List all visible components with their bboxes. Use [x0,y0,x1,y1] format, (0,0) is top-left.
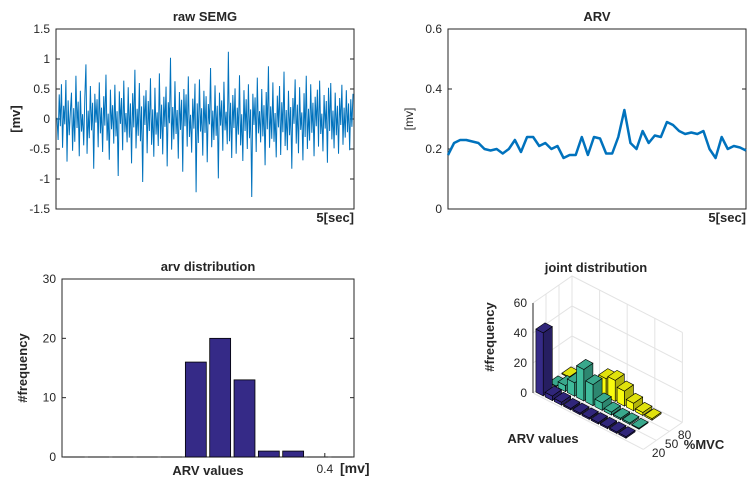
joint-mvc-tick-label: 80 [678,428,692,442]
arv-distribution-bar [209,337,232,458]
joint-bar-top [575,359,594,370]
joint-bar-top [625,392,644,404]
joint-mvc-tick-label: 50 [665,437,679,451]
joint-bar [631,417,649,430]
joint-bar-top [608,421,627,433]
arv-ytick-label: 0.4 [425,82,442,96]
arv-distribution-bar [184,361,207,458]
joint-bar [621,412,640,426]
joint-zlabel: #frequency [482,302,497,372]
joint-bar [599,416,618,430]
joint-bar-top [562,398,581,409]
joint-bar-top [616,380,635,392]
raw-semg-signal-line [56,51,354,198]
raw-semg-ytick-label: 1.5 [33,22,50,36]
joint-ztick-label: 40 [514,326,528,340]
joint-bar [572,402,590,416]
joint-bar-top [585,374,603,386]
arv-distribution-ylabel: #frequency [15,333,30,403]
joint-bar [616,380,635,407]
joint-bar-side [542,326,553,397]
arv-distribution-bar [257,450,280,458]
joint-title: joint distribution [544,260,648,275]
arv-distribution-title: arv distribution [161,259,256,274]
arv-distribution-ytick-label: 10 [43,391,57,405]
joint-bar [553,391,572,406]
arv-line [446,108,747,160]
joint-bar-top [553,391,572,403]
joint-bar [590,412,609,425]
joint-bar [603,401,622,416]
joint-floor-grid-line [643,421,683,450]
joint-bar [634,402,653,417]
arv-ytick-label: 0.2 [425,142,442,156]
arv-distribution-xtick-label: 0.4 [316,462,333,476]
joint-bar [562,398,581,411]
raw-semg-ytick-label: -0.5 [29,142,50,156]
raw-semg-xlabel: 5[sec] [316,210,354,225]
arv-distribution-ytick-label: 30 [43,272,57,286]
joint-bar-top [572,402,590,414]
joint-floor-grid-line [532,392,644,450]
raw-semg-ytick-label: 1 [43,52,50,66]
arv-distribution-bar [233,379,256,458]
joint-ylabel: %MVC [684,437,725,452]
arv-xlabel: 5[sec] [708,210,746,225]
arv-distribution-ytick-label: 0 [49,450,56,464]
arv-ylabel: [mv] [402,108,416,131]
joint-bar-top [612,407,631,419]
joint-ztick-label: 20 [514,356,528,370]
joint-bar-top [607,369,625,381]
arv-distribution-axes [61,278,355,458]
joint-bar-front [535,328,544,397]
raw-semg-ylabel: [mv] [8,105,23,132]
raw-semg-title: raw SEMG [173,9,237,24]
joint-bar-top [590,412,609,423]
joint-bar [608,421,627,435]
joint-bar [581,407,599,420]
joint-bar-top [618,426,636,438]
arv-distribution-xunit: [mv] [340,460,370,476]
joint-bar-front [585,380,594,407]
arv-ytick-label: 0 [435,202,442,216]
joint-bar-top [634,402,653,413]
joint-mvc-tick-label: 20 [652,446,666,460]
joint-bar [618,426,636,439]
arv-title: ARV [583,9,611,24]
raw-semg-ytick-label: -1.5 [29,202,50,216]
joint-bar [612,407,631,421]
joint-bar-top [621,412,640,424]
joint-bar-top [631,417,649,429]
joint-bar-front [576,365,585,402]
joint-bar [625,392,644,412]
arv-distribution-ytick-label: 20 [43,331,57,345]
joint-bar [535,322,553,397]
joint-bar-top [581,407,599,419]
joint-xlabel: ARV values [507,431,578,446]
raw-semg-ytick-label: -1 [39,172,50,186]
arv-distribution-bar [282,450,305,458]
arv-axes [447,28,747,210]
raw-semg-ytick-label: 0.5 [33,82,50,96]
joint-ztick-label: 60 [514,296,528,310]
arv-ytick-label: 0.6 [425,22,442,36]
joint-bar-top [544,385,563,397]
joint-bar-top [603,401,622,413]
raw-semg-ytick-label: 0 [43,112,50,126]
joint-bar [644,408,662,421]
joint-bar-top [535,322,553,334]
joint-bar-top [644,408,662,420]
joint-ztick-label: 0 [520,386,527,400]
joint-bar-top [599,416,618,428]
joint-bar-top [594,392,612,404]
arv-distribution-xlabel: ARV values [172,463,243,478]
